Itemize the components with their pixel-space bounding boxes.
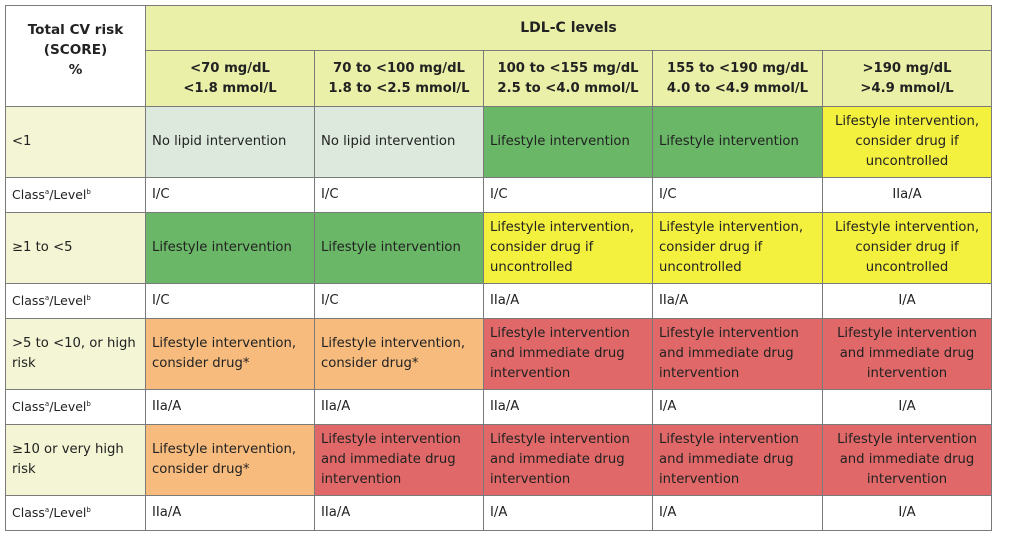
recommendation-cell: Lifestyle intervention and immediate dru… (314, 424, 484, 496)
risk-category-label: ≥10 or very high risk (5, 424, 146, 496)
recommendation-cell: Lifestyle intervention (483, 106, 653, 178)
risk-header-cell: Total CV risk (SCORE) % (5, 5, 146, 107)
ldl-column-mmol: 1.8 to <2.5 mmol/L (328, 80, 470, 96)
recommendation-cell: Lifestyle intervention and immediate dru… (652, 424, 823, 496)
class-level-value: I/C (483, 177, 653, 213)
ldl-column-mmol: 4.0 to <4.9 mmol/L (666, 80, 809, 96)
table-body: <1 No lipid intervention No lipid interven… (5, 106, 993, 531)
recommendation-cell: Lifestyle intervention and immediate dru… (483, 424, 653, 496)
class-level-value: I/A (652, 389, 823, 425)
footnote-a-marker: a (44, 187, 50, 196)
recommendation-cell: Lifestyle intervention, consider drug* (145, 318, 315, 390)
footnote-b-marker: b (86, 293, 91, 302)
class-level-label: Classa/Levelb (5, 495, 146, 531)
recommendation-cell: Lifestyle intervention, consider drug* (145, 424, 315, 496)
footnote-b-marker: b (86, 187, 91, 196)
class-level-row: Classa/Levelb IIa/A IIa/A IIa/A I/A I/A (5, 389, 993, 425)
class-word: Class (12, 505, 45, 520)
class-level-value: I/C (314, 177, 484, 213)
class-word: Class (12, 293, 45, 308)
class-level-row: Classa/Levelb IIa/A IIa/A I/A I/A I/A (5, 495, 993, 531)
recommendation-cell: Lifestyle intervention and immediate dru… (821, 424, 993, 496)
recommendation-cell: Lifestyle intervention, consider drug if… (483, 212, 653, 284)
recommendation-cell: Lifestyle intervention and immediate dru… (652, 318, 823, 390)
recommendation-cell: Lifestyle intervention, consider drug if… (821, 106, 993, 178)
ldl-intervention-table-frame: Total CV risk (SCORE) % LDL-C levels <70… (5, 5, 993, 550)
recommendation-cell: No lipid intervention (314, 106, 484, 178)
class-word: Class (12, 399, 45, 414)
risk-row: <1 No lipid intervention No lipid interven… (5, 106, 993, 178)
risk-category-label: <1 (5, 106, 146, 178)
recommendation-cell: Lifestyle intervention and immediate dru… (483, 318, 653, 390)
class-level-value: IIa/A (314, 495, 484, 531)
ldl-column-mgdl: <70 mg/dL (190, 60, 270, 76)
footnote-a-marker: a (44, 399, 50, 408)
risk-header-line-2: (SCORE) (43, 42, 108, 58)
recommendation-cell: Lifestyle intervention (314, 212, 484, 284)
ldl-column-header: >190 mg/dL >4.9 mmol/L (821, 50, 993, 107)
class-level-value: IIa/A (483, 283, 653, 319)
risk-row: >5 to <10, or high risk Lifestyle interve… (5, 318, 993, 390)
class-word: Class (12, 187, 45, 202)
class-level-value: I/C (145, 177, 315, 213)
ldl-column-mgdl: 155 to <190 mg/dL (666, 60, 809, 76)
class-level-value: I/A (483, 495, 653, 531)
recommendation-cell: No lipid intervention (145, 106, 315, 178)
footnote-a-marker: a (44, 505, 50, 514)
ldl-column-mmol: >4.9 mmol/L (860, 80, 954, 96)
class-level-label: Classa/Levelb (5, 177, 146, 213)
recommendation-cell: Lifestyle intervention (652, 106, 823, 178)
class-level-value: IIa/A (652, 283, 823, 319)
class-level-value: IIa/A (821, 177, 993, 213)
risk-header-line-1: Total CV risk (27, 22, 124, 38)
risk-header-line-3: % (68, 62, 83, 78)
risk-category-label: >5 to <10, or high risk (5, 318, 146, 390)
risk-category-label: ≥1 to <5 (5, 212, 146, 284)
level-word: /Level (49, 187, 87, 202)
recommendation-cell: Lifestyle intervention and immediate dru… (821, 318, 993, 390)
class-level-value: IIa/A (145, 495, 315, 531)
ldl-column-mgdl: 100 to <155 mg/dL (497, 60, 639, 76)
class-level-value: I/C (145, 283, 315, 319)
class-level-value: I/A (821, 495, 993, 531)
ldl-column-mgdl: 70 to <100 mg/dL (333, 60, 465, 76)
ldl-column-mgdl: >190 mg/dL (862, 60, 952, 76)
class-level-label: Classa/Levelb (5, 389, 146, 425)
ldl-column-mmol: <1.8 mmol/L (183, 80, 277, 96)
class-level-value: IIa/A (145, 389, 315, 425)
class-level-label: Classa/Levelb (5, 283, 146, 319)
recommendation-cell: Lifestyle intervention, consider drug if… (821, 212, 993, 284)
ldl-column-header: 155 to <190 mg/dL 4.0 to <4.9 mmol/L (652, 50, 823, 107)
footnote-b-marker: b (86, 505, 91, 514)
footnote-a-marker: a (44, 293, 50, 302)
ldl-intervention-table: Total CV risk (SCORE) % LDL-C levels <70… (5, 5, 993, 531)
ldl-column-mmol: 2.5 to <4.0 mmol/L (497, 80, 639, 96)
class-level-value: I/C (314, 283, 484, 319)
ldl-column-header: <70 mg/dL <1.8 mmol/L (145, 50, 315, 107)
class-level-value: I/A (652, 495, 823, 531)
class-level-value: IIa/A (483, 389, 653, 425)
recommendation-cell: Lifestyle intervention (145, 212, 315, 284)
recommendation-cell: Lifestyle intervention, consider drug* (314, 318, 484, 390)
class-level-value: I/A (821, 389, 993, 425)
risk-row: ≥1 to <5 Lifestyle intervention Lifestyle … (5, 212, 993, 284)
level-word: /Level (49, 505, 87, 520)
class-level-value: I/C (652, 177, 823, 213)
class-level-value: I/A (821, 283, 993, 319)
risk-row: ≥10 or very high risk Lifestyle intervent… (5, 424, 993, 496)
level-word: /Level (49, 293, 87, 308)
ldl-column-header: 100 to <155 mg/dL 2.5 to <4.0 mmol/L (483, 50, 653, 107)
footnote-b-marker: b (86, 399, 91, 408)
level-word: /Level (49, 399, 87, 414)
recommendation-cell: Lifestyle intervention, consider drug if… (652, 212, 823, 284)
class-level-value: IIa/A (314, 389, 484, 425)
class-level-row: Classa/Levelb I/C I/C IIa/A IIa/A I/A (5, 283, 993, 319)
ldl-column-header: 70 to <100 mg/dL 1.8 to <2.5 mmol/L (314, 50, 484, 107)
class-level-row: Classa/Levelb I/C I/C I/C I/C IIa/A (5, 177, 993, 213)
ldl-levels-title: LDL-C levels (144, 5, 993, 51)
